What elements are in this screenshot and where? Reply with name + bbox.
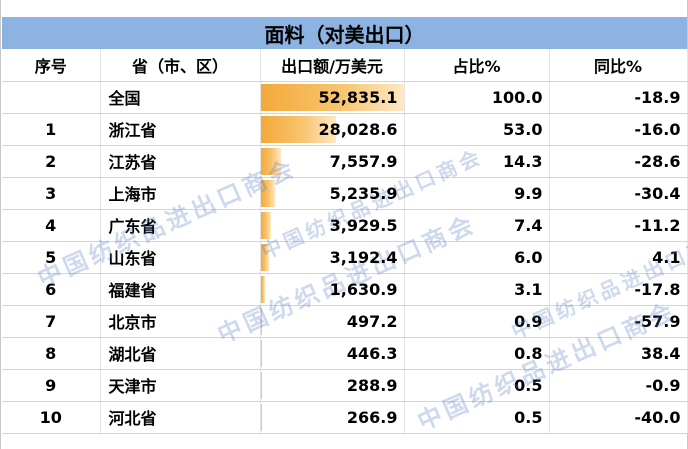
amount-data-bar: [260, 403, 263, 431]
cell-province: 福建省: [100, 273, 261, 306]
table-row: 7 北京市 497.2 0.9 -57.9: [2, 305, 688, 338]
amount-value: 266.9: [346, 407, 398, 427]
table-row: 全国 52,835.1 100.0 -18.9: [2, 81, 688, 114]
header-row: 序号 省（市、区） 出口额/万美元 占比% 同比%: [2, 49, 688, 82]
cell-rank: 3: [2, 177, 101, 210]
cell-yoy: -57.9: [549, 305, 688, 338]
cell-province: 上海市: [100, 177, 261, 210]
cell-share: 0.8: [404, 337, 550, 370]
cell-share: 100.0: [404, 81, 550, 114]
data-table: 序号 省（市、区） 出口额/万美元 占比% 同比% 全国 52,835.1 100.…: [2, 49, 688, 434]
amount-value: 52,835.1: [318, 87, 398, 107]
table-row: 1 浙江省 28,028.6 53.0 -16.0: [2, 113, 688, 146]
amount-value: 446.3: [346, 343, 398, 363]
cell-amount: 5,235.9: [260, 177, 405, 210]
table-row: 8 湖北省 446.3 0.8 38.4: [2, 337, 688, 370]
cell-share: 0.5: [404, 401, 550, 434]
amount-data-bar: [260, 211, 272, 239]
cell-share: 0.5: [404, 369, 550, 402]
cell-rank: 10: [2, 401, 101, 434]
cell-yoy: 4.1: [549, 241, 688, 274]
amount-value: 288.9: [346, 375, 398, 395]
cell-province: 天津市: [100, 369, 261, 402]
cell-yoy: 38.4: [549, 337, 688, 370]
amount-data-bar: [260, 179, 275, 207]
cell-share: 6.0: [404, 241, 550, 274]
cell-amount: 497.2: [260, 305, 405, 338]
cell-rank: 1: [2, 113, 101, 146]
table-row: 5 山东省 3,192.4 6.0 4.1: [2, 241, 688, 274]
amount-value: 7,557.9: [329, 151, 398, 171]
amount-data-bar: [260, 339, 263, 367]
amount-value: 3,929.5: [329, 215, 398, 235]
amount-data-bar: [260, 371, 263, 399]
amount-data-bar: [260, 147, 281, 175]
cell-yoy: -28.6: [549, 145, 688, 178]
cell-yoy: -17.8: [549, 273, 688, 306]
cell-rank: 2: [2, 145, 101, 178]
amount-data-bar: [260, 243, 270, 271]
header-yoy: 同比%: [549, 49, 688, 82]
amount-value: 3,192.4: [329, 247, 398, 267]
cell-yoy: -18.9: [549, 81, 688, 114]
cell-share: 9.9: [404, 177, 550, 210]
header-rank: 序号: [2, 49, 101, 82]
cell-province: 浙江省: [100, 113, 261, 146]
table-row: 9 天津市 288.9 0.5 -0.9: [2, 369, 688, 402]
cell-amount: 266.9: [260, 401, 405, 434]
amount-value: 1,630.9: [329, 279, 398, 299]
table-row: 10 河北省 266.9 0.5 -40.0: [2, 401, 688, 434]
amount-value: 5,235.9: [329, 183, 398, 203]
amount-data-bar: [260, 115, 337, 143]
cell-rank: 5: [2, 241, 101, 274]
table-row: 3 上海市 5,235.9 9.9 -30.4: [2, 177, 688, 210]
cell-amount: 28,028.6: [260, 113, 405, 146]
cell-share: 14.3: [404, 145, 550, 178]
cell-rank: [2, 81, 101, 114]
amount-value: 497.2: [346, 311, 398, 331]
cell-yoy: -16.0: [549, 113, 688, 146]
cell-rank: 9: [2, 369, 101, 402]
cell-rank: 6: [2, 273, 101, 306]
cell-province: 山东省: [100, 241, 261, 274]
cell-rank: 8: [2, 337, 101, 370]
amount-data-bar: [260, 307, 263, 335]
cell-amount: 288.9: [260, 369, 405, 402]
cell-share: 0.9: [404, 305, 550, 338]
cell-province: 河北省: [100, 401, 261, 434]
cell-yoy: -30.4: [549, 177, 688, 210]
cell-yoy: -11.2: [549, 209, 688, 242]
cell-amount: 1,630.9: [260, 273, 405, 306]
cell-province: 全国: [100, 81, 261, 114]
cell-yoy: -40.0: [549, 401, 688, 434]
cell-amount: 3,929.5: [260, 209, 405, 242]
cell-province: 北京市: [100, 305, 261, 338]
cell-province: 江苏省: [100, 145, 261, 178]
table-row: 4 广东省 3,929.5 7.4 -11.2: [2, 209, 688, 242]
header-amount: 出口额/万美元: [260, 49, 405, 82]
cell-share: 3.1: [404, 273, 550, 306]
table-row: 6 福建省 1,630.9 3.1 -17.8: [2, 273, 688, 306]
cell-province: 湖北省: [100, 337, 261, 370]
header-province: 省（市、区）: [100, 49, 261, 82]
cell-amount: 7,557.9: [260, 145, 405, 178]
cell-province: 广东省: [100, 209, 261, 242]
cell-yoy: -0.9: [549, 369, 688, 402]
amount-data-bar: [260, 83, 403, 111]
cell-amount: 446.3: [260, 337, 405, 370]
cell-rank: 4: [2, 209, 101, 242]
table-title: 面料（对美出口）: [2, 17, 687, 49]
cell-amount: 3,192.4: [260, 241, 405, 274]
amount-data-bar: [260, 275, 265, 303]
cell-share: 53.0: [404, 113, 550, 146]
cell-amount: 52,835.1: [260, 81, 405, 114]
table-row: 2 江苏省 7,557.9 14.3 -28.6: [2, 145, 688, 178]
amount-value: 28,028.6: [318, 119, 398, 139]
cell-rank: 7: [2, 305, 101, 338]
header-share: 占比%: [404, 49, 550, 82]
cell-share: 7.4: [404, 209, 550, 242]
